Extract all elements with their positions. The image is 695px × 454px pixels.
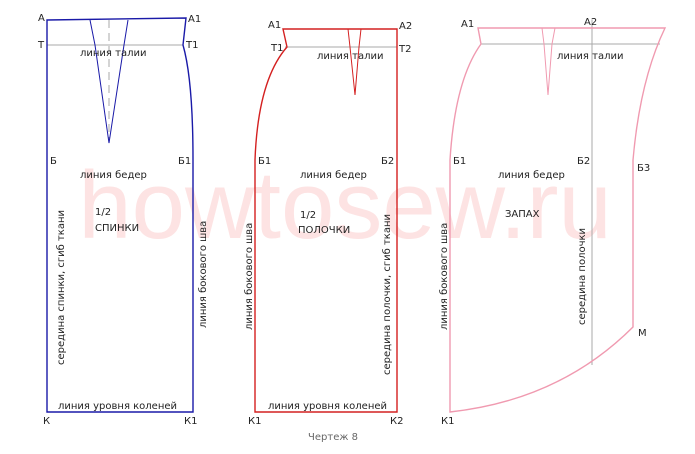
point: К1	[441, 416, 454, 427]
point: А2	[584, 17, 597, 28]
text: ЗАПАХ	[505, 209, 540, 220]
text: линия талии	[80, 48, 146, 59]
back-panel	[46, 17, 194, 413]
point: Б2	[381, 156, 394, 167]
labels: А А1 Т Т1 Б Б1 К К1 линия талии линия бе…	[37, 13, 650, 443]
vertical-text: линия бокового шва	[198, 221, 209, 328]
point: Б2	[577, 156, 590, 167]
outline	[254, 28, 398, 413]
point: Б1	[258, 156, 271, 167]
text: ПОЛОЧКИ	[298, 225, 350, 236]
vertical-text: линия бокового шва	[244, 223, 255, 330]
point: Б1	[178, 156, 191, 167]
point: Т	[37, 40, 45, 51]
vertical-text: середина спинки, сгиб ткани	[56, 210, 67, 365]
point: К1	[184, 416, 197, 427]
point: А	[38, 13, 45, 24]
point: К2	[390, 416, 403, 427]
outline	[449, 27, 667, 413]
dart	[541, 27, 556, 96]
text: 1/2	[300, 210, 316, 221]
vertical-text: линия бокового шва	[439, 223, 450, 330]
point: М	[638, 328, 647, 339]
point: Т2	[398, 44, 411, 55]
point: А1	[188, 14, 201, 25]
caption: Чертеж 8	[308, 432, 358, 443]
front-panel	[254, 28, 398, 413]
wrap-panel	[449, 20, 667, 413]
watermark: howtosew.ru	[78, 152, 612, 259]
point: А1	[461, 19, 474, 30]
dart	[89, 19, 129, 144]
text: линия бедер	[300, 170, 367, 181]
text: 1/2	[95, 207, 111, 218]
point: А2	[399, 21, 412, 32]
vertical-text: середина полочки	[577, 228, 588, 325]
vertical-text: середина полочки, сгиб ткани	[382, 214, 393, 375]
point: К1	[248, 416, 261, 427]
dart	[347, 28, 362, 96]
text: линия бедер	[80, 170, 147, 181]
point: К	[43, 416, 50, 427]
point: Б3	[637, 163, 650, 174]
text: линия бедер	[498, 170, 565, 181]
outline	[46, 17, 194, 413]
point: Б1	[453, 156, 466, 167]
point: Т1	[185, 40, 198, 51]
text: линия уровня коленей	[268, 401, 387, 412]
point: А1	[268, 20, 281, 31]
text: линия талии	[317, 51, 383, 62]
point: Б	[50, 156, 57, 167]
point: Т1	[270, 43, 283, 54]
text: СПИНКИ	[95, 223, 139, 234]
text: линия талии	[557, 51, 623, 62]
text: линия уровня коленей	[58, 401, 177, 412]
